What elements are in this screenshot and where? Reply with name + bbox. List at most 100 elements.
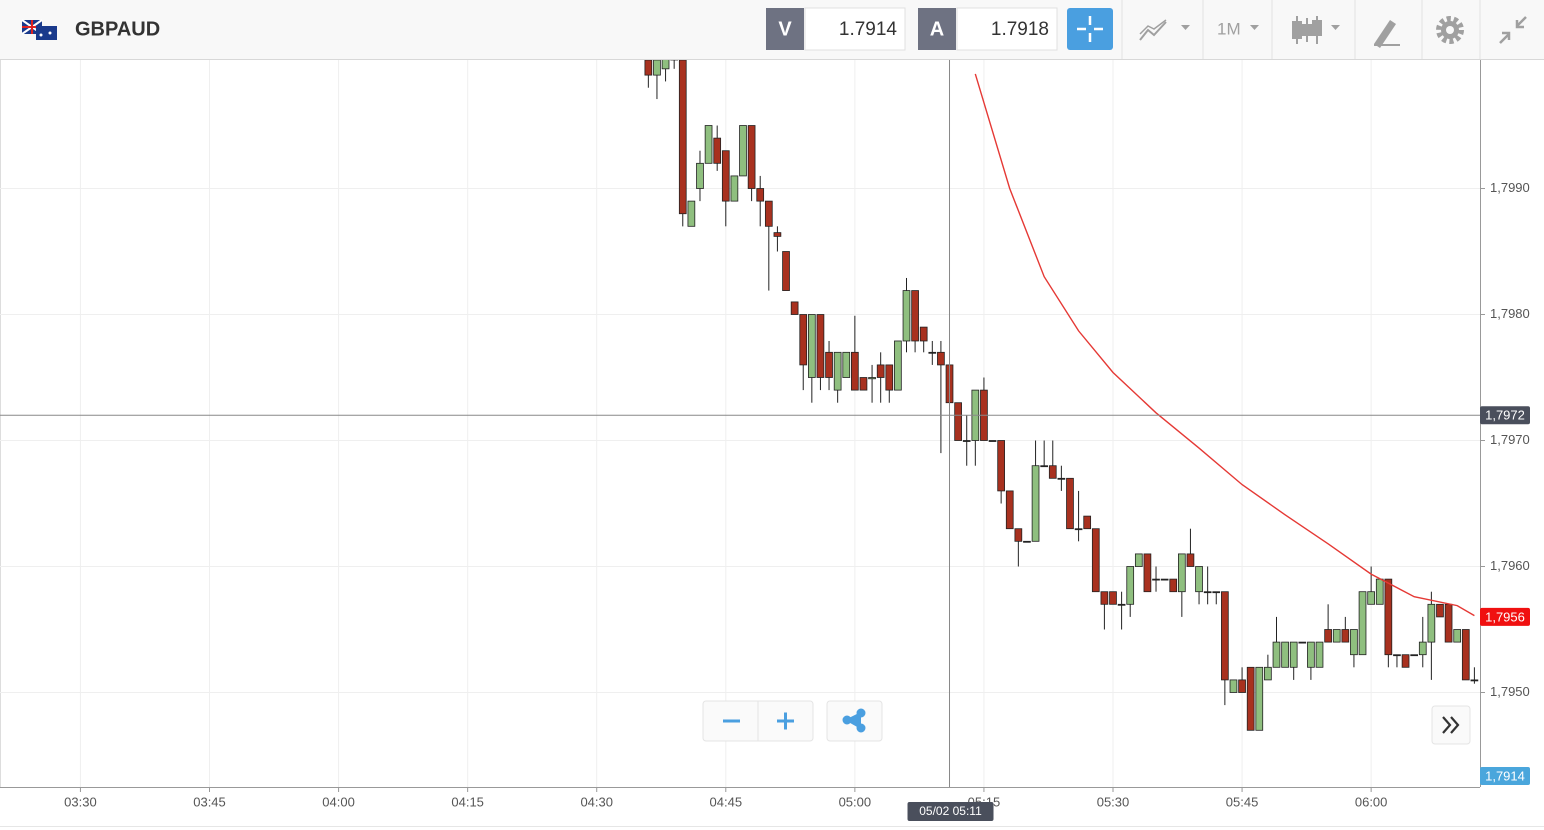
candle-body xyxy=(1410,654,1419,657)
y-tick-label: 1,7990 xyxy=(1490,180,1530,195)
candle-body xyxy=(1048,465,1057,479)
sell-price-box[interactable] xyxy=(804,7,906,51)
candle-body xyxy=(1195,566,1203,593)
candle-body xyxy=(937,351,945,366)
sell-label: V xyxy=(778,18,792,40)
price-marker xyxy=(1480,607,1530,626)
y-tick-label: 1,7950 xyxy=(1490,684,1530,699)
x-tick-label: 04:00 xyxy=(322,794,355,809)
candle-body xyxy=(962,440,971,442)
candle-body xyxy=(1418,641,1427,656)
buy-button[interactable] xyxy=(918,8,956,50)
y-tick-label: 1,7970 xyxy=(1490,432,1530,447)
candle-body xyxy=(1152,578,1160,581)
candle-body xyxy=(1367,591,1375,605)
settings-button[interactable] xyxy=(1436,16,1464,44)
candle-body xyxy=(894,340,902,391)
sell-button[interactable] xyxy=(766,8,804,50)
candle-body xyxy=(1057,477,1066,480)
candle-body xyxy=(1358,591,1367,656)
sell-price: 1.7914 xyxy=(839,19,898,40)
price-marker-label: 1,7956 xyxy=(1485,609,1525,624)
candle-body xyxy=(764,200,773,227)
candle-body xyxy=(1126,566,1135,605)
candle-body xyxy=(833,351,842,391)
candle-body xyxy=(825,351,833,378)
candle-body xyxy=(1229,679,1238,693)
candle-body xyxy=(1264,666,1272,681)
x-tick-label: 04:30 xyxy=(580,794,613,809)
candle-body xyxy=(1307,641,1315,668)
candle-body xyxy=(1134,553,1143,567)
candle-body xyxy=(747,125,756,189)
candle-body xyxy=(1255,666,1264,731)
candle-body xyxy=(1160,578,1169,581)
candle-body xyxy=(1436,603,1444,618)
candle-body xyxy=(1444,603,1453,643)
candle-body xyxy=(687,200,696,227)
candle-body xyxy=(1453,629,1462,643)
timeframe[interactable]: 1M xyxy=(1217,19,1241,38)
candle-body xyxy=(1005,490,1014,530)
candle-body xyxy=(842,351,851,378)
candle-body xyxy=(721,150,730,202)
candle-body xyxy=(782,251,790,291)
crosshair-y-label: 1,7972 xyxy=(1485,408,1525,423)
candle-body xyxy=(661,60,670,70)
chart-type-button[interactable] xyxy=(1139,19,1190,41)
candle-body xyxy=(1427,603,1436,643)
timeframe-caret xyxy=(1250,25,1259,30)
candle-body xyxy=(1109,591,1117,605)
y-tick-label: 1,7960 xyxy=(1490,558,1530,573)
candle-body xyxy=(928,351,937,354)
candle-body xyxy=(1350,629,1358,656)
candle-body xyxy=(1066,477,1074,530)
candle-body xyxy=(756,188,765,202)
candle-body xyxy=(1393,654,1401,657)
buy-price: 1.7918 xyxy=(991,19,1049,40)
zoom-in-button[interactable] xyxy=(777,712,794,730)
scroll-right-icon xyxy=(1442,716,1460,734)
candle-body xyxy=(773,232,782,237)
crosshair-button[interactable] xyxy=(1067,8,1113,50)
share-button[interactable] xyxy=(842,708,866,733)
candle-body xyxy=(868,377,876,380)
candle-body xyxy=(816,314,825,378)
candle-body xyxy=(1212,591,1221,594)
candle-body xyxy=(1083,515,1092,530)
price-marker-label: 1,7914 xyxy=(1485,768,1525,783)
x-tick-label: 06:00 xyxy=(1355,794,1388,809)
candle-body xyxy=(1100,591,1109,605)
x-tick-label: 03:45 xyxy=(193,794,226,809)
candle-body xyxy=(1272,641,1281,668)
candle-body xyxy=(902,290,911,342)
candle-body xyxy=(988,440,997,442)
drawing-tools-button[interactable] xyxy=(1374,20,1400,48)
candle-body xyxy=(790,301,799,315)
x-tick-label: 05:30 xyxy=(1097,794,1130,809)
collapse-button[interactable] xyxy=(1499,16,1527,44)
candle-body xyxy=(1375,578,1384,605)
moving-average-line xyxy=(974,73,1475,617)
x-tick-label: 03:30 xyxy=(64,794,97,809)
candle-body xyxy=(876,364,885,378)
candle-style-button[interactable] xyxy=(1292,16,1340,44)
x-tick-label: 04:15 xyxy=(451,794,484,809)
candle-body xyxy=(1298,641,1307,644)
candle-body xyxy=(851,351,859,391)
candle-body xyxy=(1315,641,1324,668)
candle-body xyxy=(1117,603,1126,606)
grid: 1,7950 1,7960 1,7970 1,7980 1,7990 03:30 03:45… xyxy=(0,60,1530,809)
flag-icon xyxy=(21,19,57,40)
candle-body xyxy=(1031,465,1040,542)
candle-body xyxy=(1461,629,1470,681)
price-marker xyxy=(1480,767,1530,785)
candle-body xyxy=(1289,641,1298,668)
candle-body xyxy=(954,402,962,441)
candle-body xyxy=(1221,591,1229,681)
candle-body xyxy=(1341,629,1350,643)
buy-price-box[interactable] xyxy=(956,7,1058,51)
candle-body xyxy=(696,162,704,189)
candle-body xyxy=(678,60,687,215)
